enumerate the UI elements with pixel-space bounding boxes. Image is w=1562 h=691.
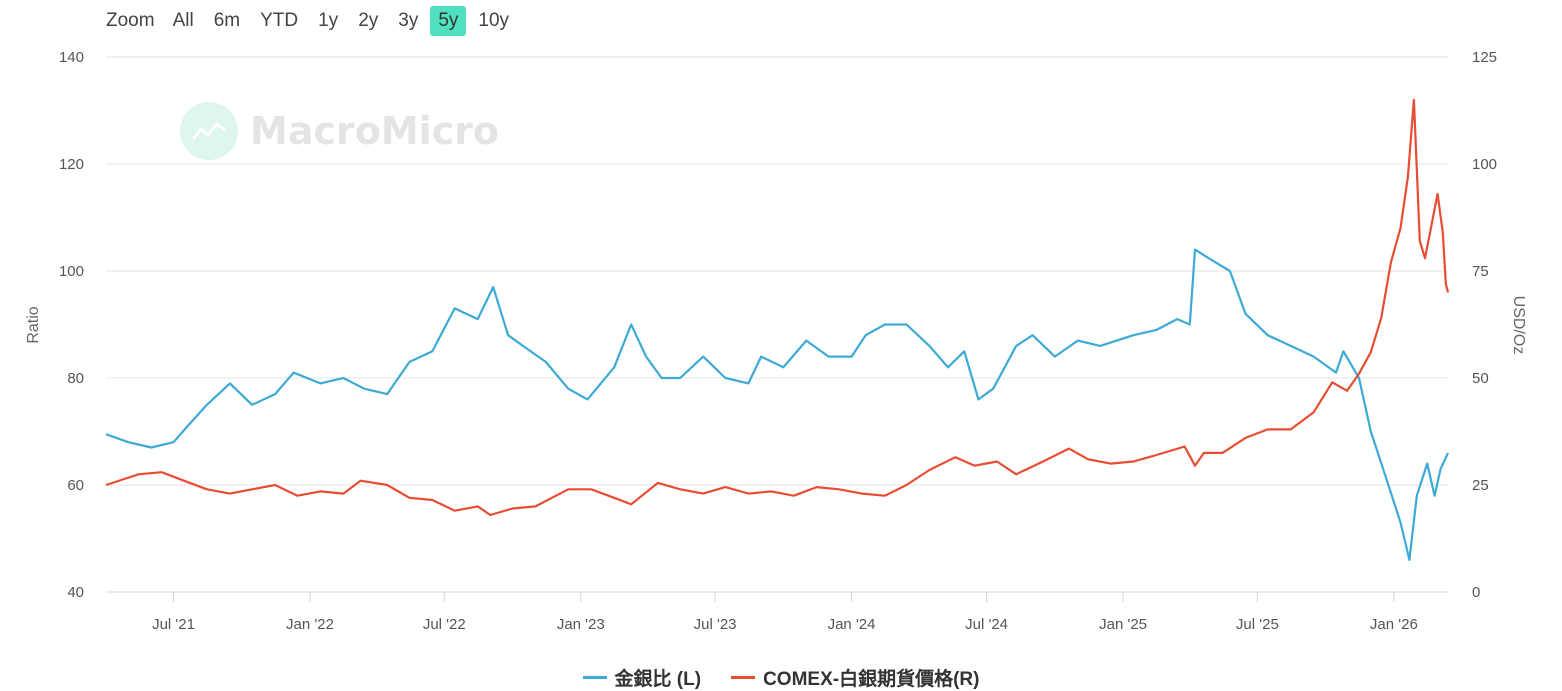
- left-tick-label: 120: [59, 156, 84, 173]
- legend-item-gold-silver-ratio[interactable]: 金銀比 (L): [582, 664, 702, 691]
- x-axis: Jul '21 Jan '22 Jul '22 Jan '23 Jul '23 Jan '…: [152, 592, 1418, 633]
- x-tick-label: Jan '26: [1370, 616, 1418, 633]
- legend-label-silver-futures: COMEX-白銀期貨價格(R): [763, 669, 980, 690]
- watermark-text: MacroMicro: [250, 109, 500, 153]
- x-tick-label: Jan '25: [1099, 616, 1147, 633]
- left-tick-label: 60: [67, 477, 84, 494]
- right-axis-title: USD/Oz: [1510, 296, 1527, 355]
- right-tick-label: 75: [1472, 263, 1489, 280]
- zoom-all-button[interactable]: All: [172, 10, 194, 31]
- zoom-10y-button[interactable]: 10y: [478, 10, 510, 31]
- x-tick-label: Jan '23: [557, 616, 605, 633]
- legend-swatch-silver-futures: [731, 676, 756, 679]
- left-tick-label: 80: [67, 370, 84, 387]
- legend: 金銀比 (L) COMEX-白銀期貨價格(R): [0, 664, 1562, 691]
- left-tick-label: 140: [59, 49, 84, 66]
- zoom-3y-button[interactable]: 3y: [398, 10, 419, 31]
- watermark-logo-icon: [180, 102, 238, 160]
- series-lines: [105, 98, 1450, 562]
- left-tick-label: 40: [67, 584, 84, 601]
- series-line-gold-silver-ratio: [105, 248, 1449, 562]
- left-tick-label: 100: [59, 263, 84, 280]
- zoom-5y-button[interactable]: 5y: [430, 6, 467, 36]
- zoom-1y-button[interactable]: 1y: [318, 10, 339, 31]
- x-tick-label: Jan '24: [828, 616, 876, 633]
- legend-label-gold-silver-ratio: 金銀比 (L): [614, 669, 702, 690]
- series-line-silver-futures: [105, 98, 1450, 517]
- zoom-6m-button[interactable]: 6m: [213, 10, 241, 31]
- zoom-label: Zoom: [106, 10, 155, 31]
- x-tick-label: Jul '22: [423, 616, 466, 633]
- zoom-2y-button[interactable]: 2y: [358, 10, 379, 31]
- right-tick-label: 100: [1472, 156, 1497, 173]
- grid: [106, 56, 1448, 593]
- x-tick-label: Jul '25: [1236, 616, 1279, 633]
- right-tick-label: 50: [1472, 370, 1489, 387]
- x-tick-label: Jul '24: [965, 616, 1008, 633]
- left-axis: 40 60 80 100 120 140: [59, 49, 84, 601]
- right-tick-label: 25: [1472, 477, 1489, 494]
- right-axis: 0 25 50 75 100 125: [1472, 49, 1497, 601]
- left-axis-title: Ratio: [25, 306, 42, 343]
- x-tick-label: Jan '22: [286, 616, 334, 633]
- legend-item-silver-futures[interactable]: COMEX-白銀期貨價格(R): [731, 664, 979, 691]
- zoom-toolbar: Zoom All 6m YTD 1y 2y 3y 5y 10y: [100, 4, 519, 38]
- legend-swatch-gold-silver-ratio: [582, 676, 607, 679]
- right-tick-label: 125: [1472, 49, 1497, 66]
- zoom-ytd-button[interactable]: YTD: [260, 10, 299, 31]
- right-tick-label: 0: [1472, 584, 1480, 601]
- x-tick-label: Jul '21: [152, 616, 195, 633]
- watermark: MacroMicro: [180, 102, 499, 160]
- chart-area: 40 60 80 100 120 140 0 25 50 75 100 125 Jul '21 Jan…: [25, 49, 1527, 633]
- x-tick-label: Jul '23: [694, 616, 737, 633]
